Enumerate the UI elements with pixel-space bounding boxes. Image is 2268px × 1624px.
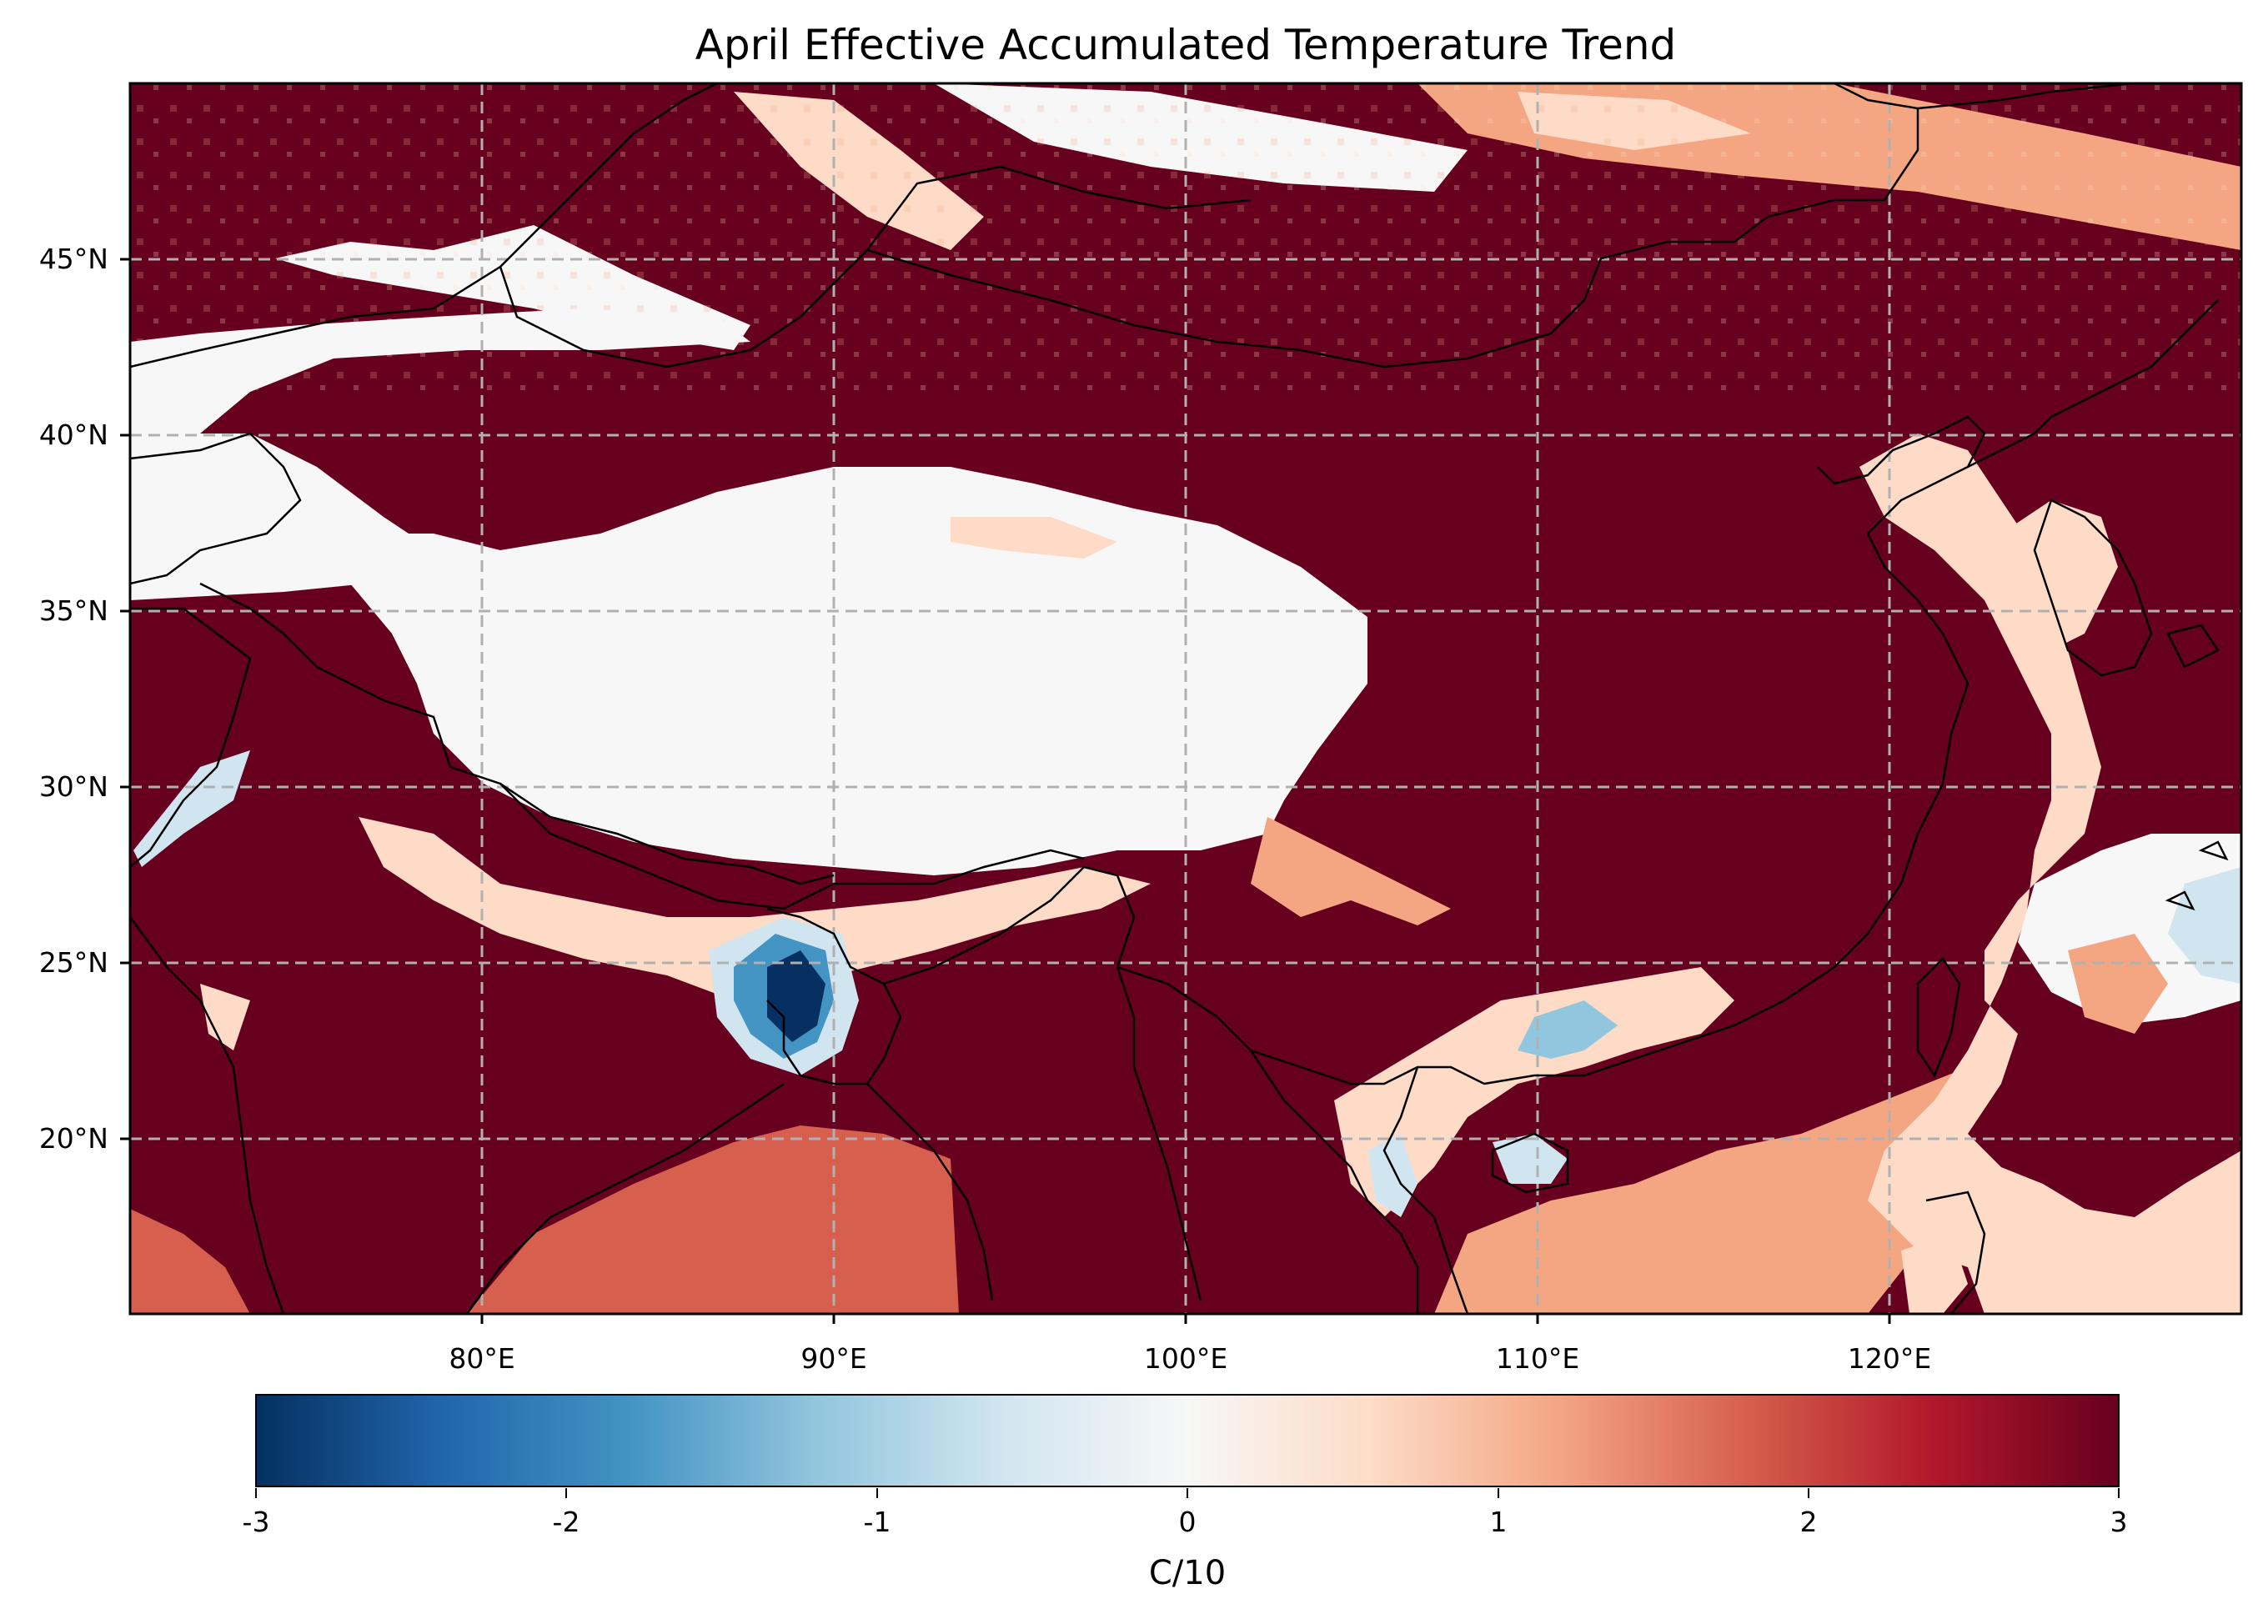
lon-label-120: 120°E bbox=[1847, 1342, 1932, 1375]
lat-label-25: 25°N bbox=[38, 946, 108, 979]
border-myanmar bbox=[883, 865, 1202, 1301]
field-south-china-blue bbox=[1518, 1000, 1618, 1059]
coast-japan-islands bbox=[2165, 624, 2229, 911]
field-plateau-east-edge bbox=[1251, 817, 1451, 925]
field-arabian-sea bbox=[130, 1209, 250, 1314]
field-east-coast-white bbox=[2018, 834, 2241, 1025]
colorbar-tick bbox=[1498, 1488, 1499, 1498]
field-west-blue-strip bbox=[133, 750, 250, 867]
coast-taiwan bbox=[1916, 957, 1961, 1078]
colorbar-tick-label: 2 bbox=[1799, 1506, 1818, 1538]
field-bangladesh-core bbox=[767, 950, 825, 1042]
lat-label-20: 20°N bbox=[38, 1122, 108, 1155]
colorbar-tick-label: -1 bbox=[863, 1506, 891, 1538]
border-laos-vietnam bbox=[1249, 1050, 1419, 1314]
field-philippines bbox=[1901, 1234, 1968, 1314]
border-nepal-bhutan bbox=[499, 783, 1085, 910]
map-title: April Effective Accumulated Temperature … bbox=[695, 21, 1677, 69]
field-hainan bbox=[1493, 1134, 1568, 1184]
field-korea-light bbox=[2001, 500, 2118, 650]
border-kashmir bbox=[199, 582, 835, 885]
lat-label-30: 30°N bbox=[38, 770, 108, 803]
border-mongolia-china bbox=[866, 216, 1769, 368]
colorbar bbox=[255, 1394, 2120, 1487]
border-bangladesh bbox=[766, 907, 902, 1085]
field-east-coast-light bbox=[1859, 434, 2241, 1314]
colorbar-tick bbox=[1187, 1488, 1188, 1498]
field-plateau-edge bbox=[951, 517, 1117, 559]
field-vietnam-coast bbox=[1367, 1134, 1418, 1217]
border-india-pakistan bbox=[130, 607, 252, 868]
lat-label-45: 45°N bbox=[38, 243, 108, 275]
map-ticks bbox=[120, 258, 1891, 1324]
colorbar-tick bbox=[255, 1488, 257, 1498]
field-south-china bbox=[1334, 967, 1734, 1217]
colorbar-tick-label: 3 bbox=[2110, 1506, 2128, 1538]
lon-label-90: 90°E bbox=[800, 1342, 867, 1375]
colorbar-tick-label: 0 bbox=[1178, 1506, 1197, 1538]
border-china-southeast-asia bbox=[1116, 965, 1485, 1085]
lat-label-35: 35°N bbox=[38, 594, 108, 627]
coast-east-china bbox=[1817, 415, 1986, 885]
coast-korea bbox=[2033, 499, 2153, 677]
field-taiwan-band bbox=[2068, 934, 2168, 1034]
coast-india-west bbox=[130, 916, 285, 1314]
colorbar-tick bbox=[565, 1488, 567, 1498]
colorbar-tick bbox=[1808, 1488, 1809, 1498]
colorbar-tick-label: -3 bbox=[242, 1506, 270, 1538]
coast-bohai-korea bbox=[1967, 299, 2219, 469]
border-china-northeast bbox=[1917, 83, 2135, 110]
coast-philippines bbox=[1925, 1190, 1986, 1314]
coastlines-borders bbox=[130, 83, 2229, 1314]
border-china-russia bbox=[1767, 83, 1919, 218]
lon-label-100: 100°E bbox=[1143, 1342, 1228, 1375]
colorbar-tick bbox=[876, 1488, 878, 1498]
field-west-band bbox=[130, 308, 750, 434]
colorbar-label: C/10 bbox=[1148, 1554, 1227, 1592]
border-west bbox=[130, 432, 302, 585]
border-kazakh-china bbox=[499, 165, 1252, 368]
colorbar-tick-label: -2 bbox=[552, 1506, 580, 1538]
gridlines bbox=[130, 83, 2241, 1314]
field-tibetan-plateau bbox=[350, 467, 1367, 875]
coast-myanmar bbox=[866, 1083, 994, 1301]
colorbar-tick bbox=[2118, 1488, 2120, 1498]
field-bay-of-bengal bbox=[467, 1125, 959, 1314]
colorbar-tick-label: 1 bbox=[1489, 1506, 1508, 1538]
coast-hainan bbox=[1491, 1132, 1569, 1194]
lon-label-110: 110°E bbox=[1495, 1342, 1580, 1375]
field-sri-lanka-speckle bbox=[200, 984, 250, 1050]
lat-label-40: 40°N bbox=[38, 419, 108, 451]
field-south-china-sea bbox=[1434, 1067, 1968, 1314]
coast-vietnam bbox=[1382, 1066, 1469, 1314]
coast-india-east bbox=[465, 1082, 785, 1314]
lon-label-80: 80°E bbox=[449, 1342, 515, 1375]
coast-south-china bbox=[1483, 883, 1903, 1085]
